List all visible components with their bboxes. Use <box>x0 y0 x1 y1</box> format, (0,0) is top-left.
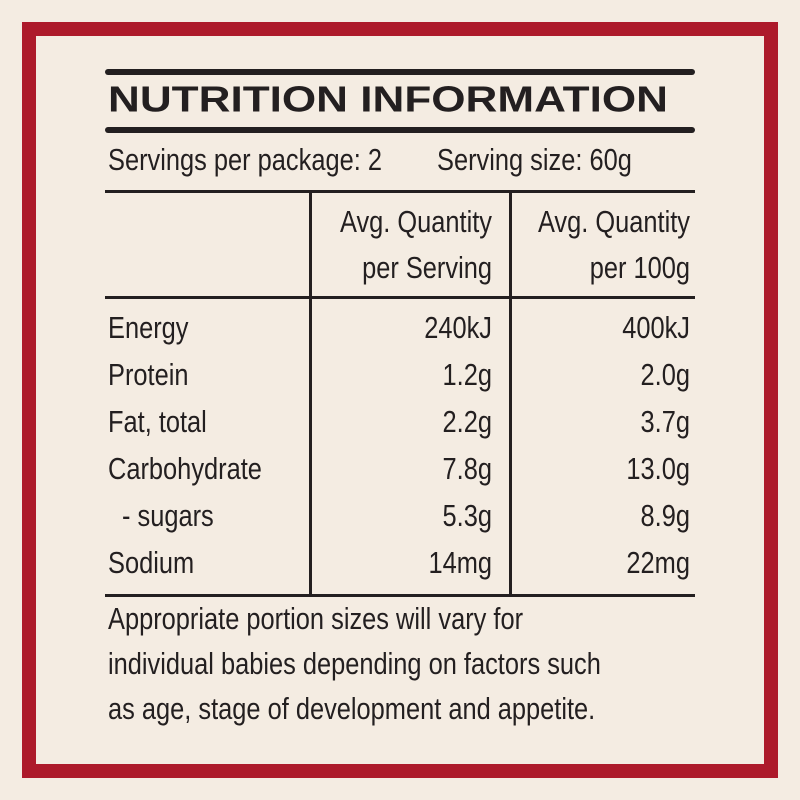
cell-value: 2.2g <box>443 405 492 440</box>
serving-size: Serving size: 60g <box>437 143 632 178</box>
title-rule-bottom <box>105 127 695 133</box>
row-label: Carbohydrate <box>108 452 262 487</box>
column-divider <box>509 192 512 595</box>
footnote: Appropriate portion sizes will vary for <box>108 602 523 637</box>
row-label: Energy <box>108 311 189 346</box>
column-header: Avg. Quantity <box>538 205 691 240</box>
row-label: Sodium <box>108 546 194 581</box>
row-label: Protein <box>108 358 188 393</box>
footnote: as age, stage of development and appetit… <box>108 692 595 727</box>
cell-value: 14mg <box>428 546 492 581</box>
cell-value: 5.3g <box>443 499 492 534</box>
rule <box>105 296 695 299</box>
cell-value: 400kJ <box>622 311 690 346</box>
title: NUTRITION INFORMATION <box>108 79 668 120</box>
footnote: individual babies depending on factors s… <box>108 647 601 682</box>
column-header: Avg. Quantity <box>340 205 493 240</box>
cell-value: 240kJ <box>424 311 492 346</box>
cell-value: 2.0g <box>641 358 690 393</box>
border <box>22 22 778 778</box>
column-header: per 100g <box>590 251 690 286</box>
row-label: - sugars <box>122 499 214 534</box>
column-divider <box>309 192 312 595</box>
servings-per-package: Servings per package: 2 <box>108 143 382 178</box>
cell-value: 7.8g <box>443 452 492 487</box>
rule <box>105 594 695 597</box>
cell-value: 3.7g <box>641 405 690 440</box>
cell-value: 13.0g <box>626 452 690 487</box>
cell-value: 22mg <box>626 546 690 581</box>
cell-value: 1.2g <box>443 358 492 393</box>
title-rule-top <box>105 69 695 75</box>
cell-value: 8.9g <box>641 499 690 534</box>
column-header: per Serving <box>362 251 492 286</box>
row-label: Fat, total <box>108 405 207 440</box>
rule <box>105 190 695 193</box>
